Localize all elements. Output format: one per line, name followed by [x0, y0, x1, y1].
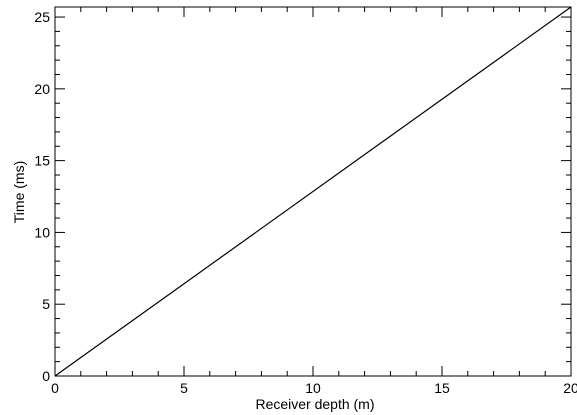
y-tick-label: 10 — [34, 224, 50, 240]
y-tick-label: 20 — [34, 81, 50, 97]
y-tick-label: 25 — [34, 9, 50, 25]
y-tick-label: 0 — [42, 368, 50, 384]
x-tick-label: 15 — [434, 380, 450, 396]
series-line — [54, 6, 572, 377]
tick-labels: 0 5 10 15 20 0 5 10 15 20 25 — [34, 9, 577, 396]
x-tick-label: 20 — [563, 380, 577, 396]
axis-ticks — [54, 7, 572, 377]
x-tick-label: 10 — [305, 380, 321, 396]
plot-area — [54, 6, 572, 377]
y-tick-label: 5 — [42, 296, 50, 312]
y-tick-label: 15 — [34, 153, 50, 169]
x-axis-title: Receiver depth (m) — [255, 396, 374, 412]
x-tick-label: 0 — [51, 380, 59, 396]
y-axis-title: Time (ms) — [11, 161, 27, 223]
x-tick-label: 5 — [180, 380, 188, 396]
